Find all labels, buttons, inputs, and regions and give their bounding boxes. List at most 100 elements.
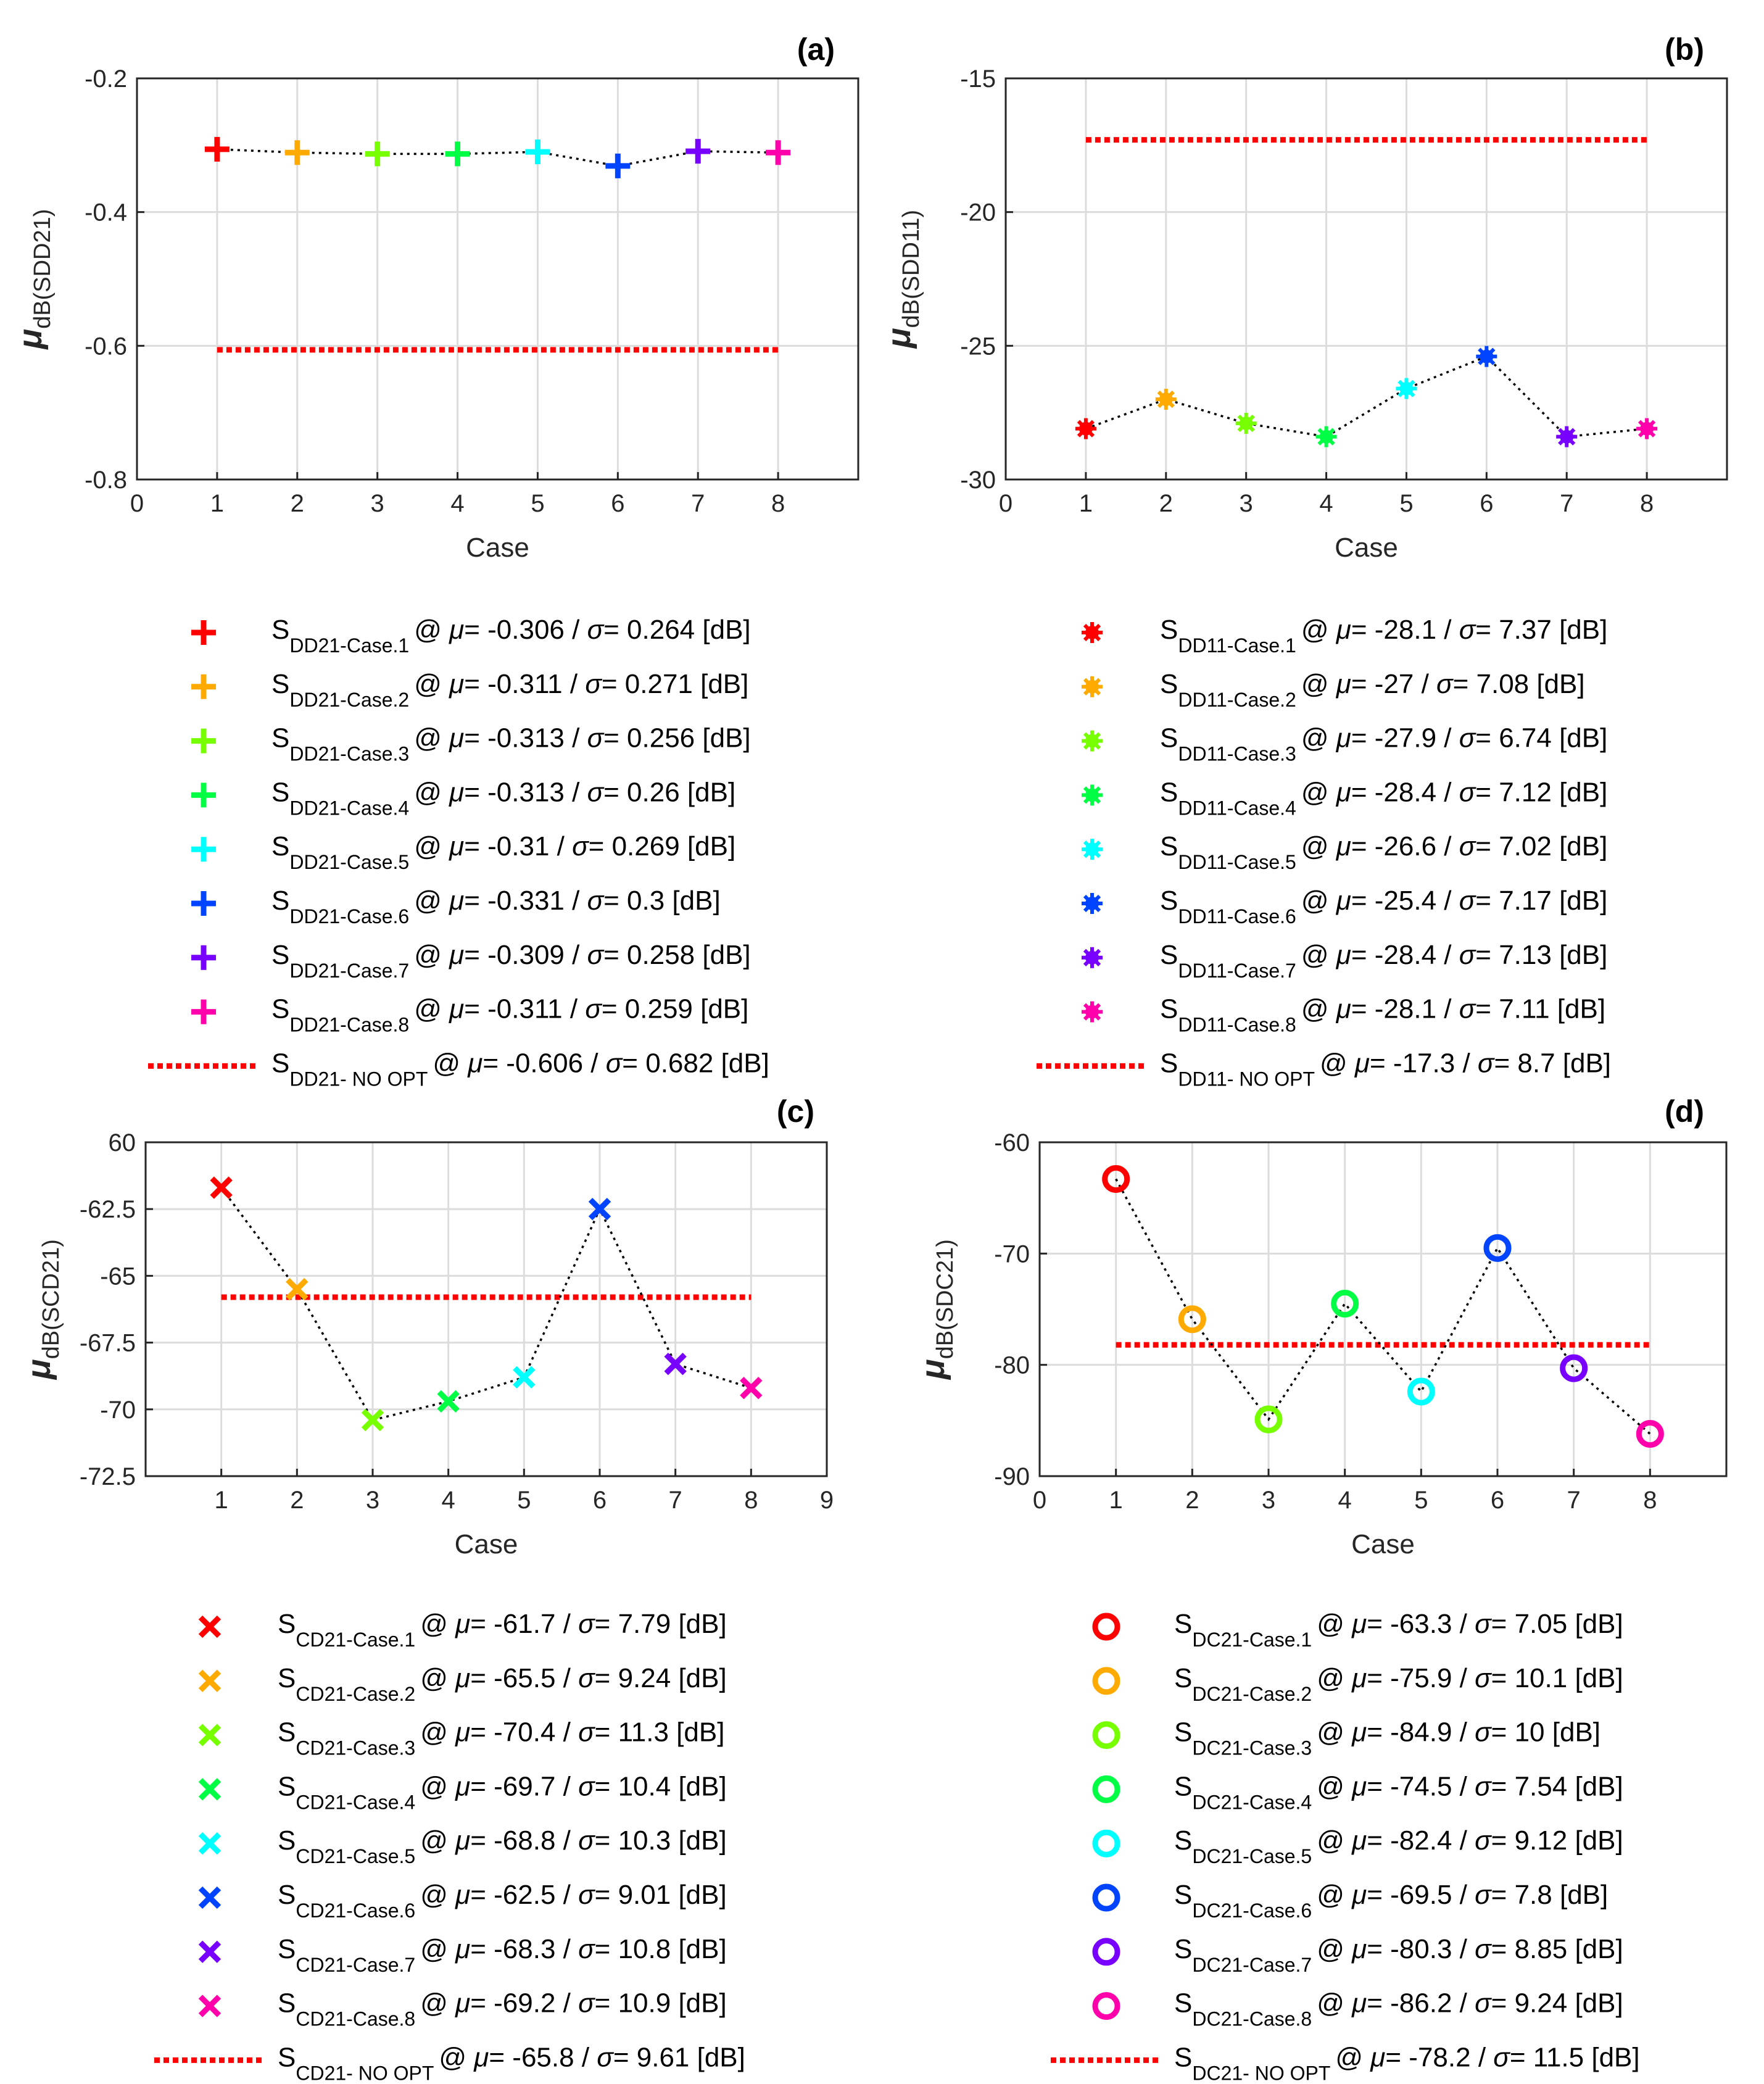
legend-entry: SDD21-Case.3@ μ= -0.313 / σ= 0.256 [dB] xyxy=(271,723,751,765)
x-tick-label: 6 xyxy=(593,1487,607,1514)
plot-area xyxy=(1040,1142,1726,1476)
data-point-case-5 xyxy=(525,139,550,165)
legend-swatch-case-5 xyxy=(1082,839,1103,860)
data-point-case-5 xyxy=(1396,378,1417,399)
legend-entry: SDD11-Case.5@ μ= -26.6 / σ= 7.02 [dB] xyxy=(1160,831,1607,873)
data-point-case-8 xyxy=(766,140,791,165)
legend-entry: SCD21-Case.6@ μ= -62.5 / σ= 9.01 [dB] xyxy=(278,1880,727,1922)
series-line xyxy=(1115,1178,1651,1435)
y-tick-label: -62.5 xyxy=(80,1196,136,1223)
x-tick-label: 7 xyxy=(1567,1487,1581,1514)
legend-entry: SDD21-Case.7@ μ= -0.309 / σ= 0.258 [dB] xyxy=(271,940,751,982)
data-point-case-8 xyxy=(1636,1419,1664,1448)
legend-swatch-case-1 xyxy=(1092,1613,1120,1641)
y-tick-label: -72.5 xyxy=(80,1463,136,1490)
legend-swatch-case-8 xyxy=(198,1995,222,2017)
y-tick-label: -80 xyxy=(994,1352,1030,1379)
axes-box xyxy=(136,77,859,481)
data-point-case-6 xyxy=(1483,1234,1512,1262)
legend-swatch-case-5 xyxy=(198,1832,222,1855)
data-point-case-8 xyxy=(740,1376,763,1400)
y-axis-label: μdB(SDD11) xyxy=(880,210,924,349)
x-tick-label: 7 xyxy=(1560,490,1573,517)
x-tick-label: 0 xyxy=(999,490,1012,517)
y-tick-label: -60 xyxy=(994,1129,1030,1156)
legend-swatch-case-6 xyxy=(198,1886,222,1909)
y-tick-label: -0.8 xyxy=(85,467,127,494)
chart-panel-2: 0 1 2 3 4 5 6 7 8 -30 -25 -20 -15 Case μdB(SDD11) (b) SD… xyxy=(880,32,1728,1090)
legend-entry: SCD21-Case.2@ μ= -65.5 / σ= 9.24 [dB] xyxy=(278,1663,727,1705)
legend-entry: SDC21-Case.4@ μ= -74.5 / σ= 7.54 [dB] xyxy=(1174,1771,1623,1813)
y-tick-label: -0.2 xyxy=(85,65,127,93)
x-tick-label: 8 xyxy=(1640,490,1654,517)
legend-swatch-case-4 xyxy=(1092,1775,1120,1803)
data-point-case-5 xyxy=(513,1366,536,1389)
x-tick-label: 8 xyxy=(771,490,785,517)
data-point-case-6 xyxy=(588,1198,611,1221)
x-tick-label: 3 xyxy=(371,490,384,517)
legend-swatch-case-1 xyxy=(1082,622,1103,643)
axes-box xyxy=(144,1141,828,1477)
legend-entry: SDD11-Case.7@ μ= -28.4 / σ= 7.13 [dB] xyxy=(1160,940,1607,982)
x-tick-label: 1 xyxy=(1079,490,1093,517)
y-tick-label: -70 xyxy=(994,1240,1030,1268)
legend-swatch-case-3 xyxy=(198,1724,222,1746)
x-tick-label: 6 xyxy=(1480,490,1493,517)
legend-swatch-case-3 xyxy=(191,728,216,753)
legend-swatch-case-7 xyxy=(191,945,216,970)
y-tick-label: -30 xyxy=(960,467,996,494)
legend-swatch-case-4 xyxy=(1082,784,1103,806)
x-tick-label: 2 xyxy=(1185,1487,1199,1514)
x-tick-label: 7 xyxy=(691,490,705,517)
legend-entry: SDD11-Case.3@ μ= -27.9 / σ= 6.74 [dB] xyxy=(1160,723,1607,765)
x-tick-label: 3 xyxy=(1262,1487,1275,1514)
data-point-case-2 xyxy=(284,140,310,165)
series-line xyxy=(220,1187,752,1422)
x-tick-label: 5 xyxy=(531,490,544,517)
legend-swatch-case-3 xyxy=(1082,730,1103,752)
x-tick-label: 6 xyxy=(611,490,624,517)
legend-swatch-case-6 xyxy=(1082,893,1103,914)
legend-entry: SDD21-Case.5@ μ= -0.31 / σ= 0.269 [dB] xyxy=(271,831,735,873)
panel-label: (b) xyxy=(1665,32,1704,67)
data-point-case-4 xyxy=(1315,426,1337,447)
legend-swatch-case-7 xyxy=(1082,947,1103,968)
y-tick-label: -67.5 xyxy=(80,1330,136,1357)
legend-entry: SDD11-Case.8@ μ= -28.1 / σ= 7.11 [dB] xyxy=(1160,994,1605,1036)
legend-swatch-case-1 xyxy=(198,1615,222,1638)
legend: SDD11-Case.1@ μ= -28.1 / σ= 7.37 [dB] SDD… xyxy=(1037,615,1611,1090)
legend-swatch-case-1 xyxy=(191,620,216,645)
x-tick-label: 8 xyxy=(744,1487,758,1514)
plot-area xyxy=(1006,78,1727,479)
x-tick-label: 6 xyxy=(1491,1487,1504,1514)
legend-swatch-case-2 xyxy=(1092,1667,1120,1695)
series-line xyxy=(1085,355,1647,438)
legend-entry: SDC21- NO OPT@ μ= -78.2 / σ= 11.5 [dB] xyxy=(1174,2042,1640,2084)
legend-swatch-case-5 xyxy=(191,837,216,862)
legend-entry: SDC21-Case.5@ μ= -82.4 / σ= 9.12 [dB] xyxy=(1174,1825,1623,1867)
legend-swatch-case-7 xyxy=(198,1940,222,1963)
x-tick-label: 2 xyxy=(290,1487,304,1514)
data-point-case-1 xyxy=(210,1176,233,1199)
y-tick-label: -0.4 xyxy=(85,199,127,226)
legend-swatch-case-8 xyxy=(191,999,216,1024)
y-tick-label: -90 xyxy=(994,1463,1030,1490)
x-axis-label: Case xyxy=(1335,533,1398,563)
y-tick-label: -65 xyxy=(100,1263,136,1290)
legend-entry: SDC21-Case.8@ μ= -86.2 / σ= 9.24 [dB] xyxy=(1174,1988,1623,2030)
legend-entry: SDD21-Case.6@ μ= -0.331 / σ= 0.3 [dB] xyxy=(271,886,721,928)
x-tick-label: 2 xyxy=(291,490,304,517)
y-axis-label: μdB(SDD21) xyxy=(12,209,56,351)
data-point-case-5 xyxy=(1407,1377,1435,1406)
data-point-case-3 xyxy=(1235,413,1257,434)
x-tick-label: 1 xyxy=(210,490,224,517)
x-tick-label: 4 xyxy=(1338,1487,1352,1514)
x-axis-label: Case xyxy=(455,1529,518,1559)
x-tick-label: 4 xyxy=(1319,490,1333,517)
x-tick-label: 5 xyxy=(517,1487,531,1514)
data-point-case-2 xyxy=(1155,389,1177,410)
legend: SDD21-Case.1@ μ= -0.306 / σ= 0.264 [dB] S… xyxy=(148,615,769,1090)
panel-label: (a) xyxy=(797,32,835,67)
legend-entry: SCD21-Case.7@ μ= -68.3 / σ= 10.8 [dB] xyxy=(278,1934,727,1976)
data-point-case-7 xyxy=(685,139,711,164)
